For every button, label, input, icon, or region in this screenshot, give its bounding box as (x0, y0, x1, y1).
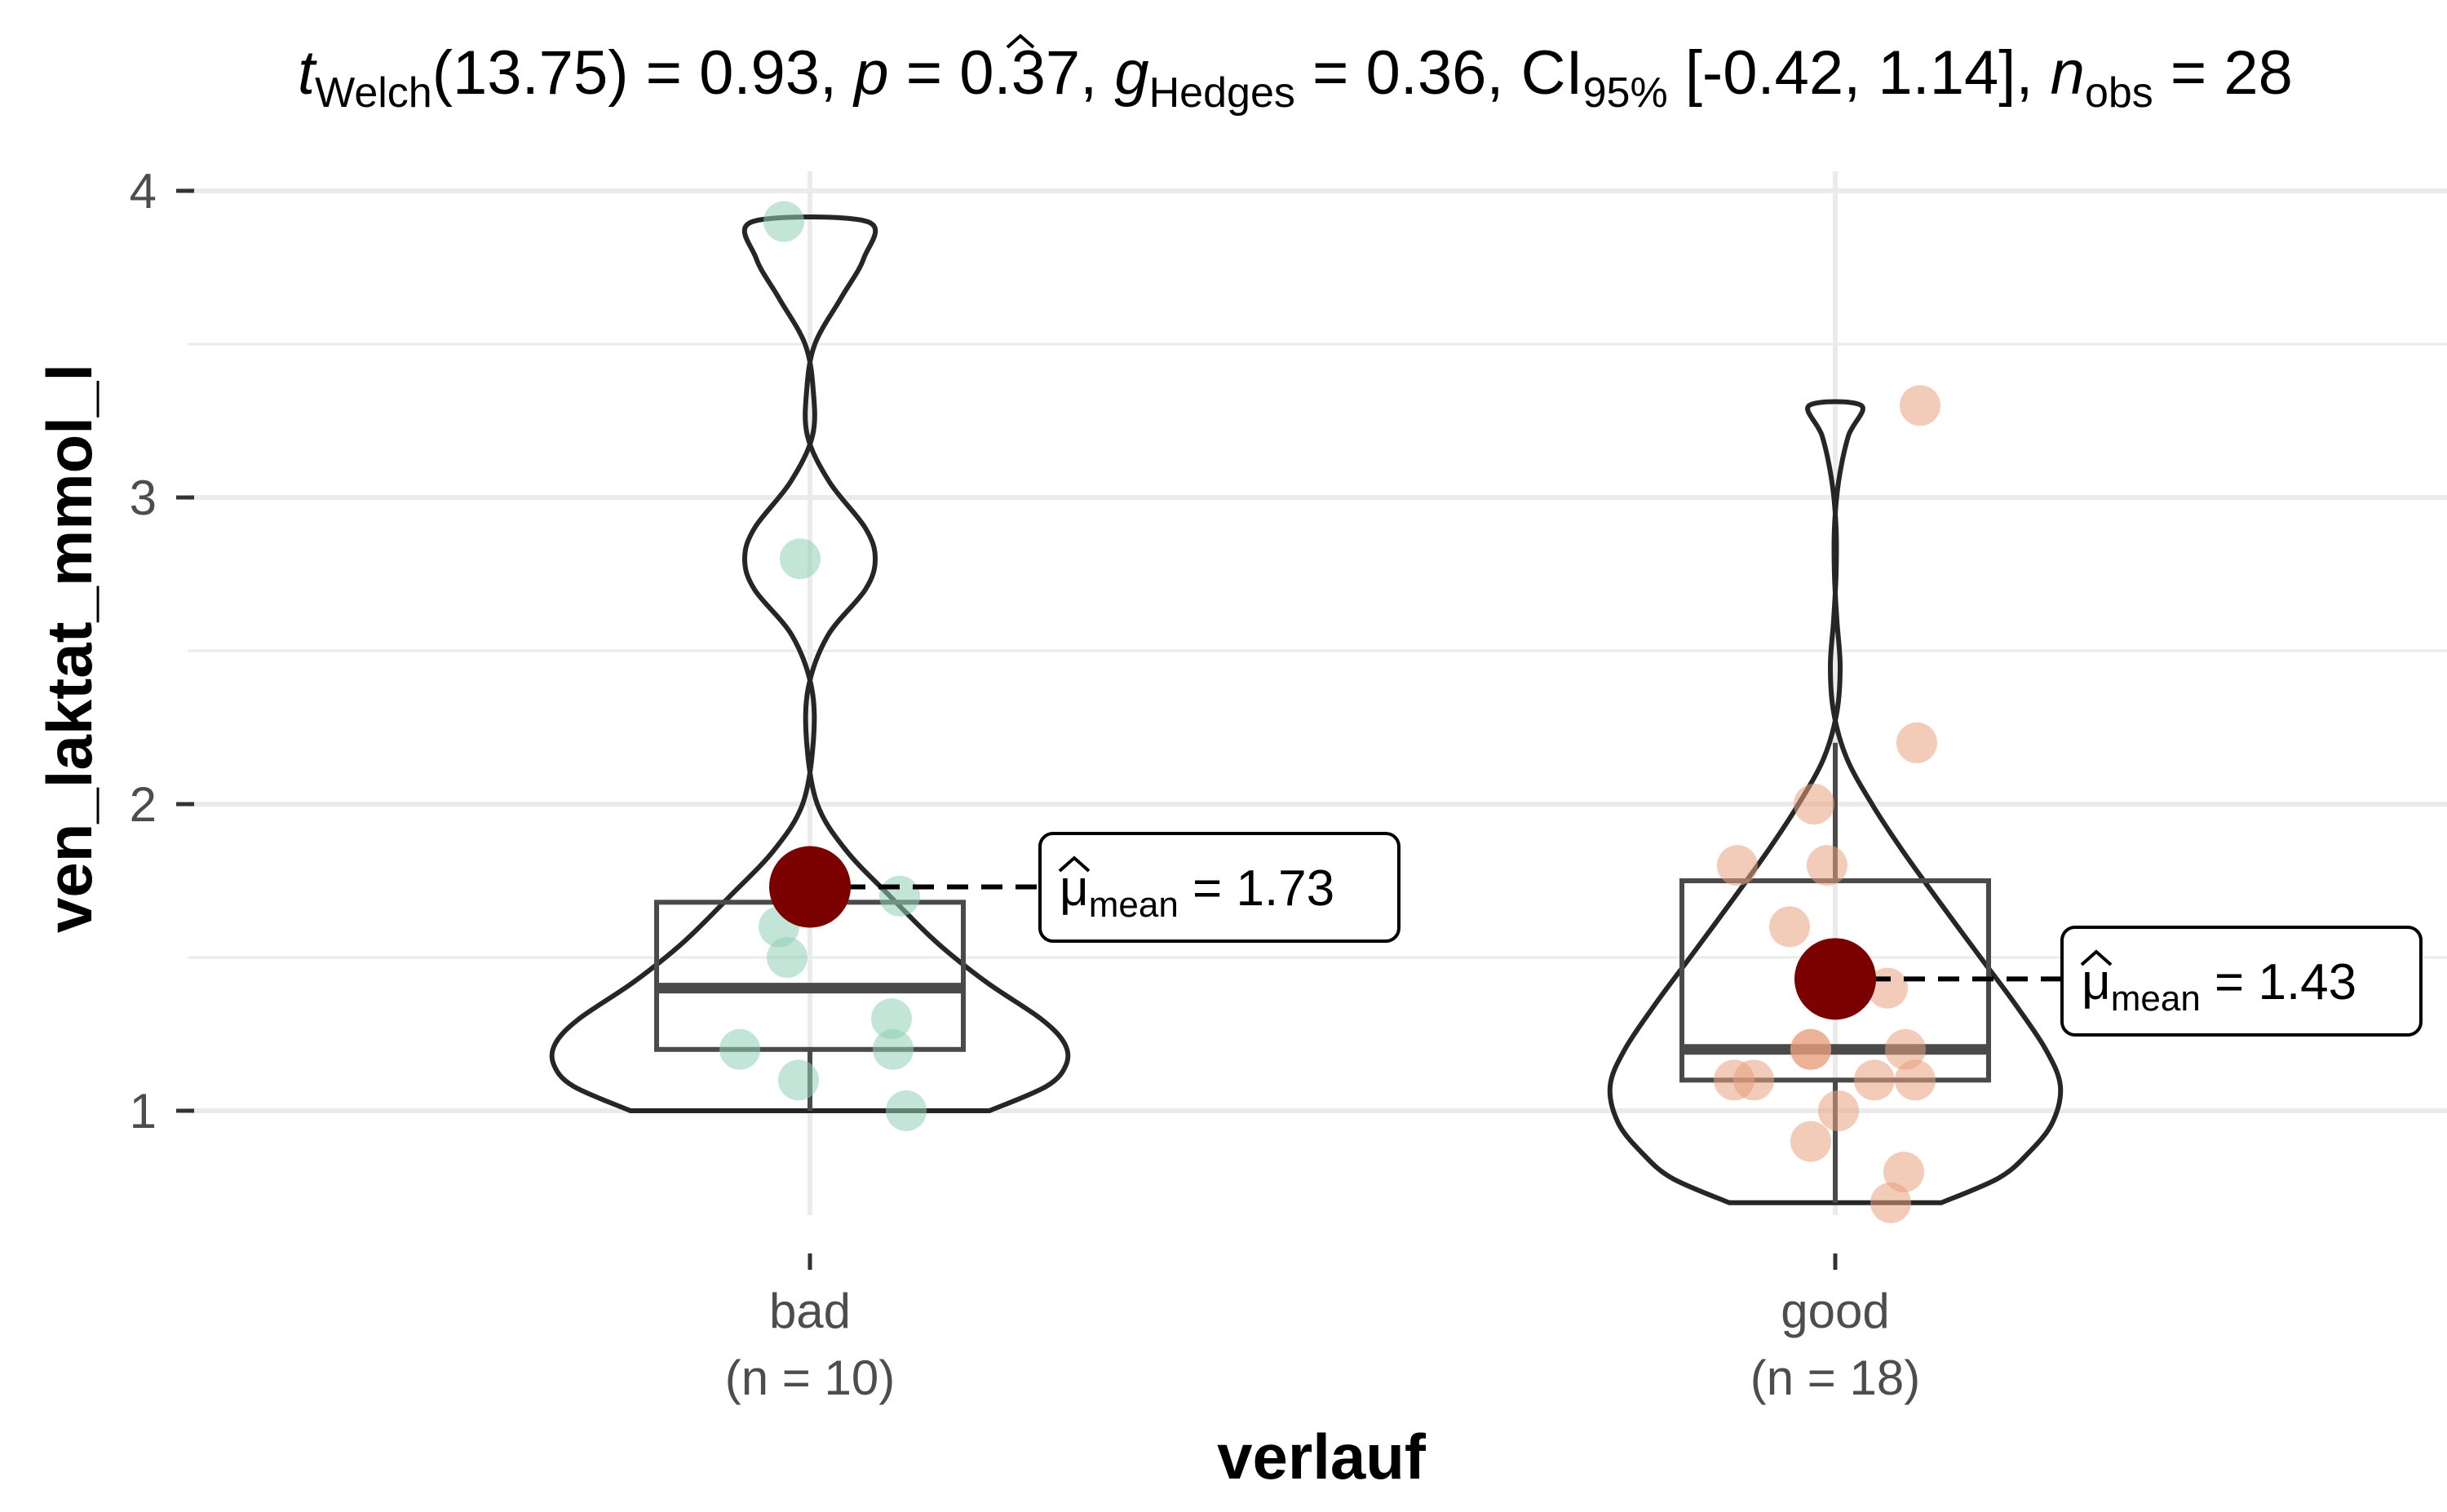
y-tick-label: 3 (130, 471, 157, 525)
grid-layer (188, 171, 2447, 1215)
data-point (1870, 1182, 1911, 1223)
data-point (767, 937, 808, 978)
title-hat-icon (1006, 33, 1035, 49)
y-tick-label: 1 (130, 1084, 157, 1138)
data-point (1895, 1059, 1936, 1101)
data-point (778, 1059, 819, 1101)
violin-layer (549, 214, 2064, 1205)
data-point (1733, 1059, 1774, 1101)
y-tick-label: 2 (130, 777, 157, 832)
violin-bad (549, 214, 1071, 1113)
data-point (719, 1028, 760, 1070)
mean-label: μmean = 1.43 (2082, 954, 2356, 1019)
data-point (1885, 1028, 1926, 1070)
mean-label: μmean = 1.73 (1060, 860, 1334, 925)
data-point (886, 1090, 927, 1131)
data-point (1900, 385, 1940, 427)
data-point (1883, 1152, 1924, 1193)
data-point (1717, 845, 1758, 886)
data-point (1769, 906, 1810, 948)
mean-point (769, 846, 851, 928)
data-point (780, 538, 821, 580)
violin-good (1607, 399, 2064, 1205)
mean-hat-icon (2080, 949, 2113, 966)
data-point (871, 998, 912, 1040)
axis-layer: 1 2 3 4 bad (n = 10) good (n = 18) (130, 164, 1921, 1405)
data-point (879, 875, 920, 917)
mean-layer: μmean = 1.73 μmean = 1.43 (769, 832, 2423, 1037)
data-point (1896, 722, 1937, 763)
data-point (1794, 784, 1834, 825)
point-layer (719, 201, 1940, 1223)
chart-title: tWelch(13.75) = 0.93, p = 0.37, gHedges … (298, 38, 2293, 117)
data-point (1807, 845, 1847, 886)
x-axis-title: verlauf (1217, 1421, 1427, 1492)
box-layer (654, 742, 1991, 1203)
mean-hat-icon (1058, 855, 1091, 873)
mean-point (1794, 938, 1876, 1020)
data-point (763, 201, 804, 242)
mean-label-box (2060, 926, 2423, 1037)
x-tick-label-count: (n = 10) (725, 1351, 895, 1405)
y-axis-title: ven_laktat_mmol_l (33, 364, 105, 933)
x-tick-label: bad (769, 1284, 851, 1338)
data-point (1818, 1090, 1859, 1131)
data-point (873, 1028, 914, 1070)
data-point (1790, 1121, 1831, 1162)
mean-label-box (1038, 832, 1400, 943)
y-tick-label: 4 (130, 164, 157, 219)
data-point (1790, 1028, 1831, 1070)
x-tick-label-count: (n = 18) (1750, 1351, 1920, 1405)
x-tick-label: good (1781, 1284, 1889, 1338)
data-point (1854, 1059, 1895, 1101)
